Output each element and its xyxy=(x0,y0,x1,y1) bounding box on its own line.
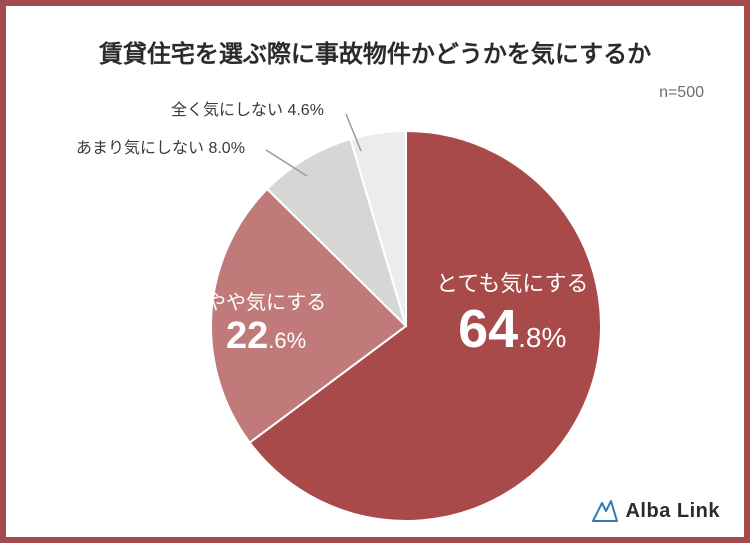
slice-percent: 22.6% xyxy=(206,315,326,358)
pie-chart xyxy=(6,6,750,543)
slice-label: やや気にする22.6% xyxy=(206,286,326,358)
logo-icon xyxy=(591,499,619,523)
sample-size-label: n=500 xyxy=(659,84,704,102)
pie-slice xyxy=(350,131,406,326)
slice-label: 全く気にしない 4.6% xyxy=(171,96,324,120)
chart-title: 賃貸住宅を選ぶ際に事故物件かどうかを気にするか xyxy=(6,34,744,69)
leader-line xyxy=(346,114,361,151)
chart-frame: 賃貸住宅を選ぶ際に事故物件かどうかを気にするか n=500 とても気にする64.… xyxy=(0,0,750,543)
logo-text: Alba Link xyxy=(625,500,720,523)
slice-label: あまり気にしない 8.0% xyxy=(76,134,245,158)
slice-percent: 64.8% xyxy=(436,298,588,360)
leader-line xyxy=(266,150,307,176)
slice-name: やや気にする xyxy=(206,286,326,315)
brand-logo: Alba Link xyxy=(591,499,720,523)
slice-label: とても気にする64.8% xyxy=(436,266,588,360)
slice-name: とても気にする xyxy=(436,266,588,298)
